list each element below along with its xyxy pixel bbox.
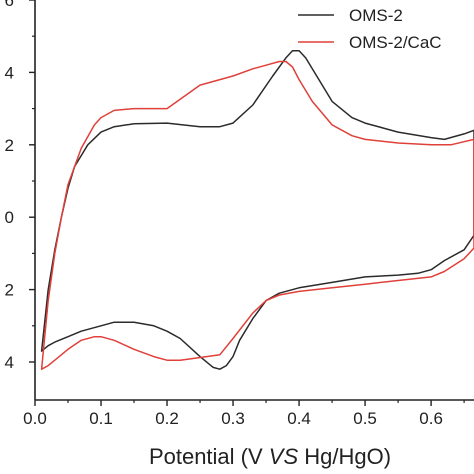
series-line-1	[40, 49, 474, 370]
y-tick-label: 4	[5, 63, 14, 82]
x-tick-label: 0.0	[23, 409, 47, 428]
y-axis-ticks: 6 4 2 0 2 4	[5, 0, 35, 372]
x-axis-title-suffix: Hg/HgO)	[298, 444, 391, 469]
legend: OMS-2 OMS-2/CaC	[298, 6, 442, 52]
x-tick-label: 0.4	[287, 409, 311, 428]
x-axis-title-italic: VS	[269, 444, 299, 469]
x-axis-title: Potential (V VS Hg/HgO)	[149, 444, 391, 469]
legend-label-2: OMS-2/CaC	[349, 33, 442, 52]
y-tick-label: 6	[5, 0, 14, 10]
y-tick-label: 2	[5, 136, 14, 155]
x-axis-ticks: 0.0 0.1 0.2 0.3 0.4 0.5 0.6	[23, 400, 465, 428]
x-tick-label: 0.6	[419, 409, 443, 428]
legend-label-1: OMS-2	[349, 6, 403, 25]
plot-area	[34, 0, 474, 401]
x-axis-title-prefix: Potential (V	[149, 444, 269, 469]
series-line-2	[40, 60, 474, 370]
x-tick-label: 0.3	[221, 409, 245, 428]
x-tick-label: 0.1	[89, 409, 113, 428]
y-tick-label: 0	[5, 208, 14, 227]
y-tick-label: 2	[5, 281, 14, 300]
x-tick-label: 0.5	[353, 409, 377, 428]
x-tick-label: 0.2	[155, 409, 179, 428]
y-tick-label: 4	[5, 353, 14, 372]
